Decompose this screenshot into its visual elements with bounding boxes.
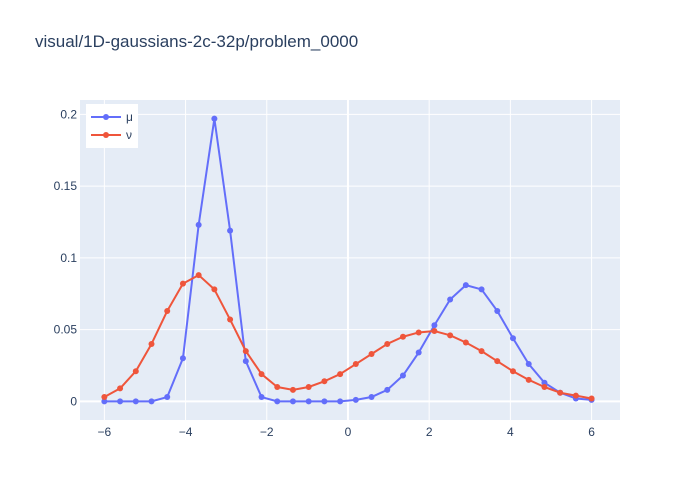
data-point[interactable] <box>352 361 359 368</box>
x-tick-label: 6 <box>588 425 595 439</box>
data-point[interactable] <box>258 394 265 401</box>
x-tick-label: −4 <box>179 425 193 439</box>
data-point[interactable] <box>227 227 234 234</box>
data-point[interactable] <box>242 358 249 365</box>
y-tick-label: 0.05 <box>54 323 78 337</box>
data-point[interactable] <box>195 221 202 228</box>
data-point[interactable] <box>289 386 296 393</box>
data-point[interactable] <box>588 395 595 402</box>
plot-background <box>80 100 620 420</box>
data-point[interactable] <box>179 355 186 362</box>
x-tick-label: 4 <box>507 425 514 439</box>
data-point[interactable] <box>352 396 359 403</box>
y-tick-label: 0 <box>70 394 77 408</box>
series-layer <box>101 115 595 405</box>
data-point[interactable] <box>447 296 454 303</box>
data-point[interactable] <box>101 394 108 401</box>
data-point[interactable] <box>337 371 344 378</box>
data-point[interactable] <box>132 368 139 375</box>
data-point[interactable] <box>462 282 469 289</box>
chart-title: visual/1D-gaussians-2c-32p/problem_0000 <box>35 32 359 51</box>
legend-item[interactable]: μ <box>91 110 133 124</box>
data-point[interactable] <box>289 398 296 405</box>
y-tick-label: 0.15 <box>54 179 78 193</box>
x-tick-label: −6 <box>98 425 112 439</box>
y-tick-labels: 0 0.05 0.1 0.15 0.2 <box>54 107 78 408</box>
data-point[interactable] <box>541 379 548 386</box>
data-point[interactable] <box>117 385 124 392</box>
data-point[interactable] <box>164 307 171 314</box>
data-point[interactable] <box>148 398 155 405</box>
series-2 <box>101 272 595 402</box>
data-point[interactable] <box>525 361 532 368</box>
data-point[interactable] <box>337 398 344 405</box>
series-1 <box>101 115 595 405</box>
data-point[interactable] <box>384 340 391 347</box>
data-point[interactable] <box>384 386 391 393</box>
data-point[interactable] <box>132 398 139 405</box>
series-line <box>104 117 592 403</box>
x-tick-label: 0 <box>345 425 352 439</box>
data-point[interactable] <box>431 322 438 329</box>
data-point[interactable] <box>541 383 548 390</box>
data-point[interactable] <box>195 272 202 279</box>
data-point[interactable] <box>462 339 469 346</box>
y-tick-label: 0.1 <box>60 251 77 265</box>
data-point[interactable] <box>321 378 328 385</box>
data-point[interactable] <box>509 368 516 375</box>
data-point[interactable] <box>368 350 375 357</box>
data-point[interactable] <box>509 335 516 342</box>
legend-item[interactable]: ν <box>91 128 132 142</box>
data-point[interactable] <box>478 286 485 293</box>
data-point[interactable] <box>447 332 454 339</box>
data-point[interactable] <box>305 398 312 405</box>
y-tick-label: 0.2 <box>60 107 77 121</box>
data-point[interactable] <box>431 328 438 335</box>
data-point[interactable] <box>211 115 218 122</box>
legend-marker-icon <box>103 114 109 120</box>
data-point[interactable] <box>478 348 485 355</box>
data-point[interactable] <box>368 394 375 401</box>
x-tick-label: 2 <box>426 425 433 439</box>
data-point[interactable] <box>164 394 171 401</box>
data-point[interactable] <box>242 348 249 355</box>
legend-label: μ <box>126 110 133 124</box>
data-point[interactable] <box>227 316 234 323</box>
data-point[interactable] <box>101 398 108 405</box>
legend-marker-icon <box>103 132 109 138</box>
x-tick-label: −2 <box>260 425 274 439</box>
legend[interactable]: μν <box>86 104 138 148</box>
data-point[interactable] <box>117 398 124 405</box>
data-point[interactable] <box>399 372 406 379</box>
data-point[interactable] <box>321 398 328 405</box>
data-point[interactable] <box>148 340 155 347</box>
data-point[interactable] <box>399 333 406 340</box>
data-point[interactable] <box>305 383 312 390</box>
data-point[interactable] <box>211 286 218 293</box>
data-point[interactable] <box>179 280 186 287</box>
data-point[interactable] <box>274 383 281 390</box>
data-point[interactable] <box>274 398 281 405</box>
legend-label: ν <box>126 128 132 142</box>
x-tick-labels: −6 −4 −2 0 2 4 6 <box>98 425 596 439</box>
data-point[interactable] <box>557 389 564 396</box>
data-point[interactable] <box>494 307 501 314</box>
x-gridlines <box>103 100 593 420</box>
data-point[interactable] <box>258 371 265 378</box>
legend-box <box>86 104 138 148</box>
data-point[interactable] <box>415 329 422 336</box>
data-point[interactable] <box>525 376 532 383</box>
data-point[interactable] <box>415 349 422 356</box>
data-point[interactable] <box>572 392 579 399</box>
data-point[interactable] <box>494 358 501 365</box>
